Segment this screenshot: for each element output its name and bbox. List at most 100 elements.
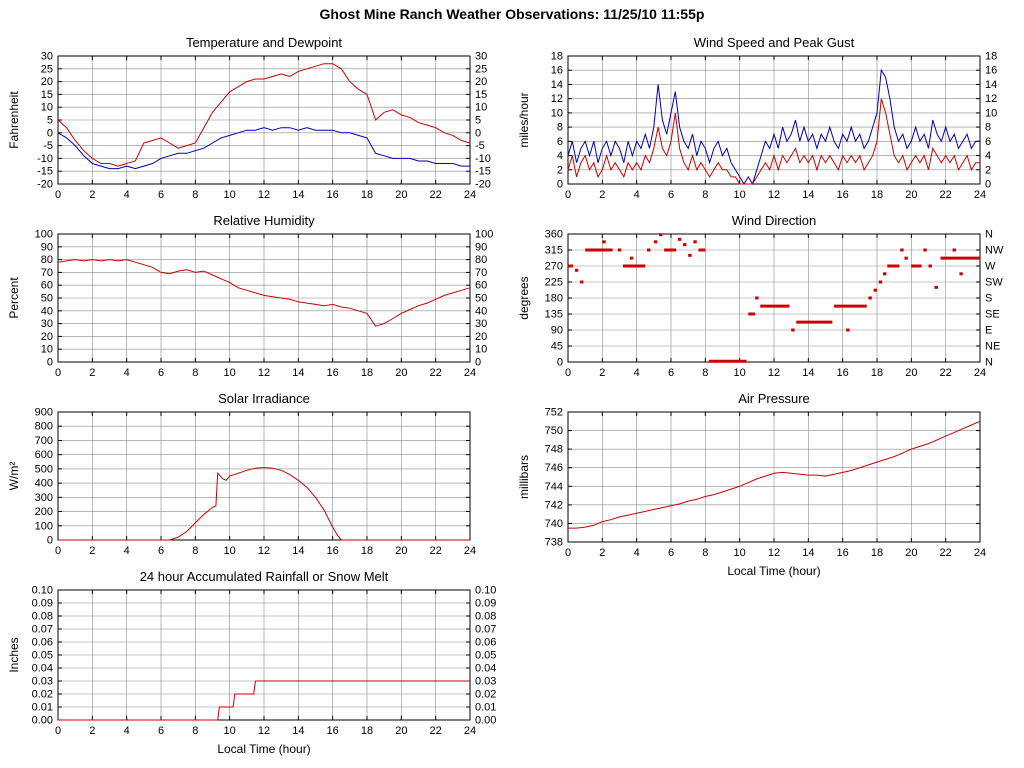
svg-text:-20: -20	[475, 179, 491, 191]
svg-text:10: 10	[41, 102, 53, 114]
svg-text:14: 14	[802, 189, 814, 201]
24-hour-accumulated-rainfall-or-snow-melt-svg: 0 2 4 6 8 10 12 14 16 18 20 22 240.00 0.000.01 0.010.0…	[7, 569, 496, 756]
svg-text:0: 0	[985, 179, 991, 191]
svg-text:0.09: 0.09	[475, 598, 496, 610]
svg-text:100: 100	[475, 229, 493, 241]
svg-text:0.00: 0.00	[475, 715, 496, 727]
svg-text:20: 20	[905, 547, 917, 559]
svg-text:-10: -10	[475, 153, 491, 165]
svg-text:8: 8	[702, 189, 708, 201]
svg-text:20: 20	[395, 189, 407, 201]
svg-text:12: 12	[768, 547, 780, 559]
svg-text:4: 4	[985, 150, 991, 162]
svg-text:0.06: 0.06	[32, 637, 53, 649]
svg-text:0.04: 0.04	[475, 663, 496, 675]
svg-text:20: 20	[905, 189, 917, 201]
svg-text:30: 30	[475, 51, 487, 63]
svg-text:0.10: 0.10	[475, 585, 496, 597]
svg-text:25: 25	[41, 63, 53, 75]
svg-text:0: 0	[47, 535, 53, 547]
svg-text:18: 18	[871, 189, 883, 201]
svg-text:0.02: 0.02	[475, 689, 496, 701]
svg-text:10: 10	[224, 367, 236, 379]
svg-text:22: 22	[430, 725, 442, 737]
svg-text:40: 40	[475, 305, 487, 317]
svg-text:14: 14	[292, 189, 304, 201]
svg-text:10: 10	[475, 344, 487, 356]
svg-text:W: W	[985, 261, 996, 273]
svg-text:8: 8	[192, 367, 198, 379]
svg-text:18: 18	[871, 367, 883, 379]
chart-solar-irradiance: 0 2 4 6 8 10 12 14 16 18 20 22 24 0 100 200 300 400 500 600…	[6, 390, 506, 567]
svg-text:E: E	[985, 325, 992, 337]
svg-text:24: 24	[464, 725, 476, 737]
svg-text:225: 225	[545, 277, 563, 289]
svg-text:0: 0	[557, 179, 563, 191]
svg-text:-15: -15	[475, 166, 491, 178]
svg-text:15: 15	[41, 89, 53, 101]
svg-text:4: 4	[634, 367, 640, 379]
svg-text:8: 8	[985, 122, 991, 134]
svg-text:miles/hour: miles/hour	[517, 92, 531, 147]
svg-text:0.08: 0.08	[475, 611, 496, 623]
svg-text:Solar Irradiance: Solar Irradiance	[218, 391, 310, 406]
svg-text:22: 22	[940, 547, 952, 559]
svg-text:millibars: millibars	[517, 455, 531, 499]
air-pressure-svg: 0 2 4 6 8 10 12 14 16 18 20 22 247387407427447467487…	[517, 391, 986, 578]
svg-text:10: 10	[475, 102, 487, 114]
svg-text:0: 0	[557, 357, 563, 369]
svg-text:25: 25	[475, 63, 487, 75]
svg-text:5: 5	[47, 115, 53, 127]
svg-text:0: 0	[565, 547, 571, 559]
svg-text:24: 24	[974, 367, 986, 379]
svg-text:16: 16	[327, 545, 339, 557]
svg-text:90: 90	[41, 241, 53, 253]
svg-text:12: 12	[258, 545, 270, 557]
svg-text:14: 14	[551, 79, 563, 91]
svg-text:Temperature and Dewpoint: Temperature and Dewpoint	[186, 35, 342, 50]
svg-text:24: 24	[464, 545, 476, 557]
svg-text:6: 6	[158, 189, 164, 201]
svg-text:16: 16	[327, 367, 339, 379]
svg-text:752: 752	[545, 407, 563, 419]
svg-text:Wind Speed and Peak Gust: Wind Speed and Peak Gust	[694, 35, 855, 50]
svg-text:45: 45	[551, 341, 563, 353]
svg-text:30: 30	[475, 318, 487, 330]
svg-text:0.07: 0.07	[475, 624, 496, 636]
svg-text:12: 12	[768, 189, 780, 201]
svg-text:2: 2	[557, 164, 563, 176]
svg-text:12: 12	[551, 93, 563, 105]
svg-text:8: 8	[192, 189, 198, 201]
svg-text:N: N	[985, 229, 993, 241]
svg-text:18: 18	[361, 189, 373, 201]
svg-text:750: 750	[545, 425, 563, 437]
svg-text:60: 60	[41, 280, 53, 292]
svg-text:6: 6	[668, 547, 674, 559]
svg-text:2: 2	[89, 545, 95, 557]
svg-text:4: 4	[634, 189, 640, 201]
svg-text:135: 135	[545, 309, 563, 321]
svg-text:0: 0	[47, 127, 53, 139]
svg-text:740: 740	[545, 518, 563, 530]
svg-text:10: 10	[985, 107, 997, 119]
svg-text:4: 4	[124, 725, 130, 737]
svg-text:14: 14	[292, 725, 304, 737]
temperature-and-dewpoint-svg: 0 2 4 6 8 10 12 14 16 18 20 22 24-20 -20-15 -15-10 -10-…	[7, 35, 491, 201]
svg-text:16: 16	[551, 65, 563, 77]
svg-text:18: 18	[985, 51, 997, 63]
svg-text:20: 20	[395, 367, 407, 379]
svg-text:22: 22	[430, 545, 442, 557]
svg-text:0.01: 0.01	[475, 702, 496, 714]
svg-text:748: 748	[545, 444, 563, 456]
svg-text:315: 315	[545, 245, 563, 257]
svg-text:Air Pressure: Air Pressure	[738, 391, 810, 406]
solar-irradiance-svg: 0 2 4 6 8 10 12 14 16 18 20 22 240100200300400500600…	[7, 391, 476, 557]
svg-text:15: 15	[475, 89, 487, 101]
svg-text:W/m²: W/m²	[7, 462, 21, 491]
svg-text:0.01: 0.01	[32, 702, 53, 714]
svg-text:12: 12	[985, 93, 997, 105]
svg-text:16: 16	[837, 189, 849, 201]
svg-text:10: 10	[224, 189, 236, 201]
svg-text:8: 8	[557, 122, 563, 134]
